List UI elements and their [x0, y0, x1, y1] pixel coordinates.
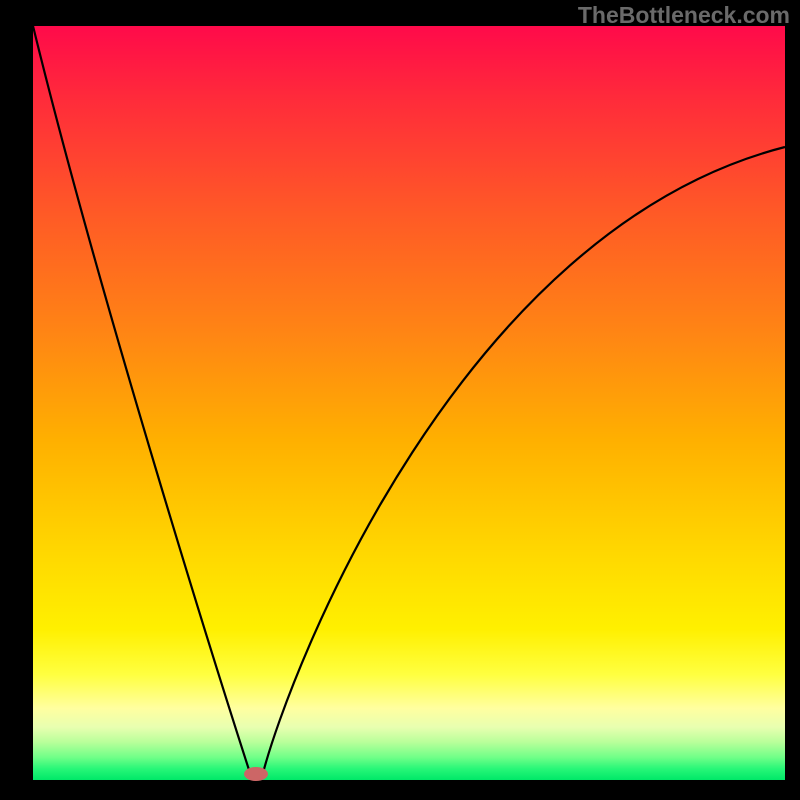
chart-container: { "watermark": "TheBottleneck.com", "cha… — [0, 0, 800, 800]
watermark-text: TheBottleneck.com — [578, 2, 790, 29]
plot-area — [33, 26, 785, 780]
chart-svg — [0, 0, 800, 800]
vertex-marker — [244, 767, 268, 781]
